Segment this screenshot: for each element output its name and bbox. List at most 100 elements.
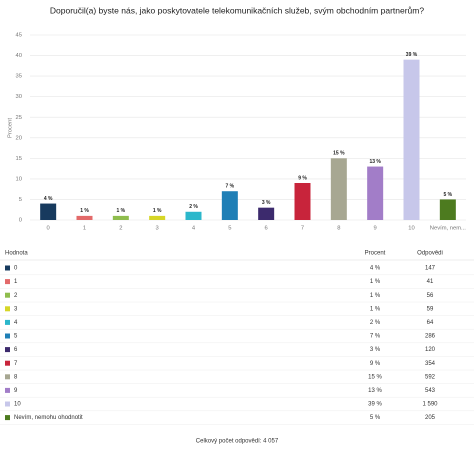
x-tick-label: 5: [228, 226, 231, 232]
x-tick-label: 7: [301, 226, 304, 232]
value-label: 13 %: [369, 159, 381, 165]
table-cell: 354: [425, 361, 436, 367]
bar: [112, 215, 129, 220]
table-cell: 6: [14, 347, 18, 353]
y-tick-label: 45: [16, 33, 22, 39]
legend-swatch: [5, 374, 10, 380]
table-cell: 9 %: [370, 361, 381, 367]
legend-swatch: [5, 360, 10, 366]
value-label: 3 %: [262, 200, 271, 206]
x-tick-label: 1: [83, 226, 86, 232]
table-header: Procent: [365, 251, 386, 257]
y-tick-label: 35: [16, 74, 22, 80]
legend-swatch: [5, 401, 10, 407]
y-tick-label: 20: [16, 135, 22, 141]
value-label: 39 %: [406, 52, 418, 58]
table-cell: 1 %: [370, 279, 381, 285]
y-tick-label: 30: [16, 94, 22, 100]
value-label: 2 %: [189, 204, 198, 210]
legend-swatch: [5, 265, 10, 271]
table-cell: 64: [427, 320, 434, 326]
table-cell: 7: [14, 361, 18, 367]
table-cell: 15 %: [368, 374, 382, 380]
bar: [367, 166, 384, 220]
table-header: Odpovědi: [417, 251, 443, 257]
legend-swatch: [5, 347, 10, 353]
value-label: 1 %: [80, 208, 89, 214]
x-tick-label: 0: [47, 226, 50, 232]
table-cell: 5 %: [370, 415, 381, 421]
y-tick-label: 25: [16, 115, 22, 121]
table-cell: 1 %: [370, 306, 381, 312]
value-label: 1 %: [153, 208, 162, 214]
x-tick-label: 10: [408, 226, 414, 232]
bar: [294, 183, 311, 220]
chart-title: Doporučil(a) byste nás, jako poskytovate…: [50, 5, 424, 15]
table-cell: 286: [425, 334, 436, 340]
legend-swatch: [5, 319, 10, 325]
table-cell: 10: [14, 402, 21, 408]
table-cell: 13 %: [368, 388, 382, 394]
x-tick-label: 8: [337, 226, 340, 232]
legend-swatch: [5, 279, 10, 285]
legend-swatch: [5, 333, 10, 339]
bar: [185, 211, 202, 220]
table-cell: 0: [14, 266, 18, 272]
table-header: Hodnota: [5, 251, 28, 257]
table-cell: 120: [425, 347, 436, 353]
table-cell: 56: [427, 293, 434, 299]
legend-swatch: [5, 292, 10, 298]
x-tick-label: 9: [374, 226, 377, 232]
y-tick-label: 10: [16, 176, 22, 182]
table-cell: 543: [425, 388, 436, 394]
table-cell: 9: [14, 388, 18, 394]
table-cell: 147: [425, 266, 436, 272]
table-cell: 59: [427, 306, 434, 312]
value-label: 15 %: [333, 151, 345, 157]
y-axis-label: Procent: [8, 118, 14, 138]
y-tick-label: 0: [19, 218, 22, 224]
footer: Celkový počet odpovědí: 4 057: [196, 439, 279, 445]
value-label: 9 %: [298, 175, 307, 181]
table-cell: 1 %: [370, 293, 381, 299]
x-tick-label: 4: [192, 226, 196, 232]
table-cell: 205: [425, 415, 436, 421]
table-cell: 39 %: [368, 402, 382, 408]
bar: [330, 158, 347, 220]
value-label: 1 %: [117, 208, 126, 214]
bar: [40, 203, 57, 220]
value-label: 7 %: [226, 184, 235, 190]
table-cell: 1: [14, 279, 18, 285]
y-tick-label: 5: [19, 197, 22, 203]
bar: [403, 59, 420, 220]
bar: [439, 199, 456, 220]
x-tick-label: Nevím, nem...: [430, 226, 466, 232]
table-cell: 4: [14, 320, 18, 326]
x-tick-label: 2: [119, 226, 122, 232]
y-tick-label: 40: [16, 53, 22, 59]
table-cell: 2 %: [370, 320, 381, 326]
table-cell: 41: [427, 279, 434, 285]
table-cell: 3 %: [370, 347, 381, 353]
table-cell: 2: [14, 293, 18, 299]
value-label: 5 %: [444, 192, 453, 198]
table-cell: 8: [14, 374, 18, 380]
table-cell: 3: [14, 306, 18, 312]
table-cell: Nevím, nemohu ohodnotit: [14, 415, 83, 421]
legend-swatch: [5, 415, 10, 421]
x-tick-label: 3: [156, 226, 159, 232]
value-label: 4 %: [44, 196, 53, 202]
y-tick-label: 15: [16, 156, 22, 162]
legend-swatch: [5, 306, 10, 312]
x-tick-label: 6: [265, 226, 268, 232]
table-cell: 7 %: [370, 334, 381, 340]
bar: [149, 215, 166, 220]
bar: [258, 207, 275, 220]
table-cell: 4 %: [370, 266, 381, 272]
table-cell: 5: [14, 334, 18, 340]
bar: [221, 191, 238, 220]
legend-swatch: [5, 387, 10, 393]
bar: [76, 215, 93, 220]
table-cell: 1 590: [422, 402, 438, 408]
